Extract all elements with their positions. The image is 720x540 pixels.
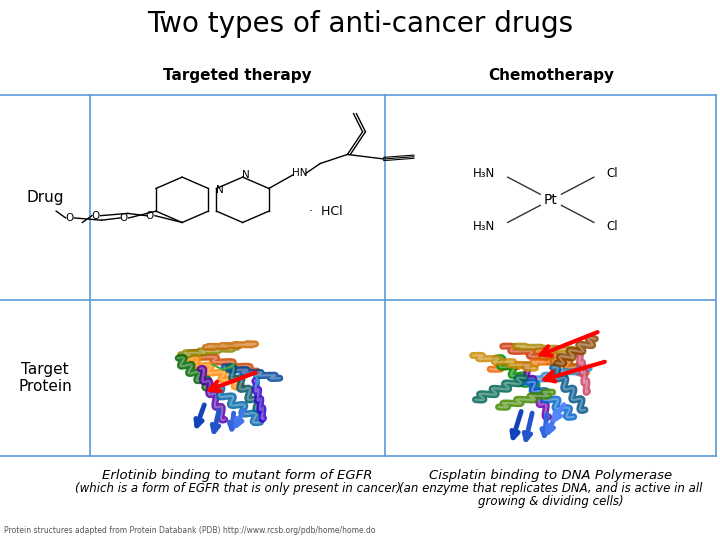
Text: Cisplatin binding to DNA Polymerase: Cisplatin binding to DNA Polymerase [429,469,672,482]
Text: (which is a form of EGFR that is only present in cancer): (which is a form of EGFR that is only pr… [75,482,400,495]
Text: H₃N: H₃N [472,167,495,180]
Text: Pt: Pt [544,193,558,207]
Text: O: O [65,213,73,223]
Text: H₃N: H₃N [472,220,495,233]
Text: N: N [243,171,250,180]
Text: HN: HN [292,168,308,178]
Text: Cl: Cl [607,167,618,180]
Text: Targeted therapy: Targeted therapy [163,68,312,83]
Text: Erlotinib binding to mutant form of EGFR: Erlotinib binding to mutant form of EGFR [102,469,373,482]
Text: growing & dividing cells): growing & dividing cells) [478,495,624,508]
Text: (an enzyme that replicates DNA, and is active in all: (an enzyme that replicates DNA, and is a… [399,482,703,495]
Text: ·  HCl: · HCl [309,205,343,218]
Text: O: O [120,213,128,223]
Text: Cl: Cl [607,220,618,233]
Text: O: O [145,211,154,221]
Text: Target
Protein: Target Protein [18,362,72,394]
Text: O: O [91,211,99,221]
Text: Protein structures adapted from Protein Databank (PDB) http://www.rcsb.org/pdb/h: Protein structures adapted from Protein … [4,526,375,535]
Text: Two types of anti-cancer drugs: Two types of anti-cancer drugs [147,10,573,38]
Text: Drug: Drug [26,190,64,205]
Text: N: N [216,185,224,195]
Text: Chemotherapy: Chemotherapy [488,68,613,83]
